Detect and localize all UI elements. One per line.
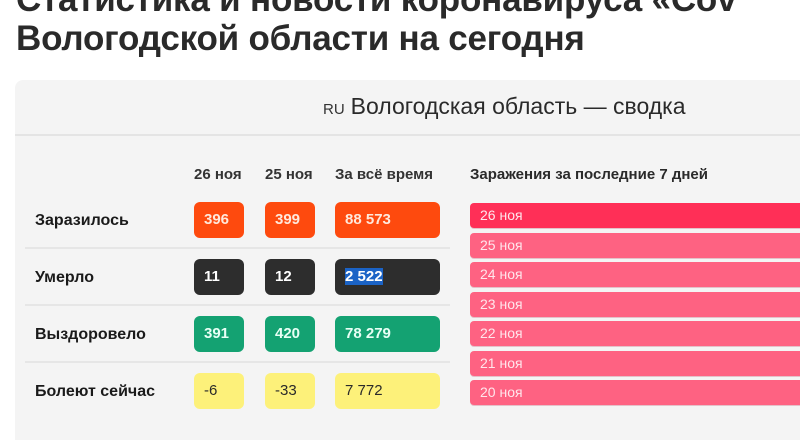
deaths-today-badge: 11 — [194, 259, 244, 295]
page-title-line-1: Статистика и новости коронавируса «Cov — [16, 0, 737, 19]
deaths-total-value[interactable]: 2 522 — [345, 268, 383, 285]
week-bar-day-4: 23 ноя — [470, 292, 800, 317]
row-label-deaths: Умерло — [35, 269, 94, 286]
week-bar-day-1: 26 ноя — [470, 203, 800, 228]
active-today-badge: -6 — [194, 373, 244, 409]
page-title-line-2: Вологодской области на сегодня — [16, 19, 585, 58]
card-title: RU Вологодская область — сводка — [323, 93, 686, 120]
page-title: Статистика и новости коронавируса «Cov В… — [16, 0, 737, 58]
column-header-today: 26 ноя — [194, 166, 242, 183]
week-bar-day-3: 24 ноя — [470, 262, 800, 287]
country-flag-icon: RU — [323, 101, 345, 118]
infected-yesterday-badge: 399 — [265, 202, 315, 238]
card-title-text: Вологодская область — сводка — [350, 93, 686, 119]
week-bar-day-5: 22 ноя — [470, 321, 800, 346]
deaths-total-badge: 2 522 — [335, 259, 440, 295]
recovered-today-badge: 391 — [194, 316, 244, 352]
recovered-yesterday-badge: 420 — [265, 316, 315, 352]
week-bar-day-6: 21 ноя — [470, 351, 800, 376]
card-header: RU Вологодская область — сводка — [15, 80, 800, 136]
week-infections-title: Заражения за последние 7 дней — [470, 166, 709, 183]
infected-total-badge: 88 573 — [335, 202, 440, 238]
row-divider — [25, 247, 450, 249]
region-summary-card: RU Вологодская область — сводка 26 ноя 25… — [15, 80, 800, 440]
week-bar-day-2: 25 ноя — [470, 233, 800, 258]
row-label-active: Болеют сейчас — [35, 383, 155, 400]
infected-today-badge: 396 — [194, 202, 244, 238]
deaths-yesterday-badge: 12 — [265, 259, 315, 295]
row-label-recovered: Выздоровело — [35, 326, 146, 343]
row-divider — [25, 304, 450, 306]
row-divider — [25, 361, 450, 363]
active-yesterday-badge: -33 — [265, 373, 315, 409]
row-label-infected: Заразилось — [35, 212, 129, 229]
week-bar-day-7: 20 ноя — [470, 380, 800, 405]
active-total-badge: 7 772 — [335, 373, 440, 409]
recovered-total-badge: 78 279 — [335, 316, 440, 352]
column-header-total: За всё время — [335, 166, 433, 183]
column-header-yesterday: 25 ноя — [265, 166, 313, 183]
